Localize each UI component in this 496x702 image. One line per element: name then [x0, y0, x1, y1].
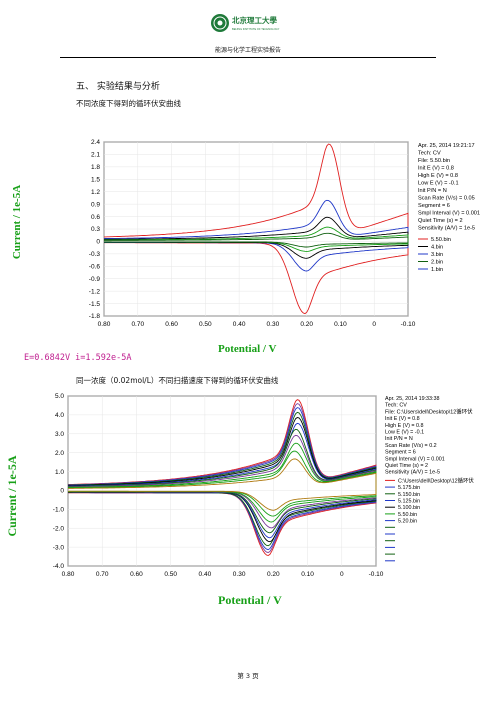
x-tick-label: 0.10 — [334, 321, 347, 328]
y-tick-label: 1.8 — [91, 164, 100, 171]
experiment-parameter: Low E (V) = -0.1 — [418, 181, 459, 187]
experiment-parameter: Tech: CV — [385, 403, 407, 409]
x-tick-label: -0.10 — [401, 321, 416, 328]
experiment-parameter: Smpl Interval (V) = 0.001 — [385, 456, 445, 462]
figure1-caption: 不同浓度下得到的循环伏安曲线 — [76, 99, 181, 108]
y-tick-label: 1.0 — [55, 469, 64, 476]
experiment-parameter: Init E (V) = 0.8 — [385, 416, 420, 422]
university-name: 北京理工大學 — [232, 15, 277, 25]
x-tick-label: 0.60 — [130, 571, 143, 578]
y-tick-label: -1.5 — [89, 301, 101, 308]
x-tick-label: 0.50 — [164, 571, 177, 578]
section-title: 五、 实验结果与分析 — [76, 82, 160, 92]
experiment-parameter: Segment = 6 — [385, 450, 416, 456]
legend-entry: 5.20.bin — [398, 519, 417, 525]
y-tick-label: 2.1 — [91, 152, 100, 159]
y-tick-label: -0.3 — [89, 251, 101, 258]
legend-entry: 4.bin — [431, 245, 443, 251]
chart1-ylabel: Current / 1e-5A — [11, 185, 23, 259]
x-tick-label: 0.80 — [62, 571, 75, 578]
x-tick-label: 0.40 — [199, 571, 212, 578]
y-tick-label: -0.9 — [89, 276, 101, 283]
experiment-parameter: High E (V) = 0.8 — [418, 173, 458, 179]
y-tick-label: 0.6 — [91, 214, 100, 221]
x-tick-label: 0.70 — [96, 571, 109, 578]
experiment-parameter: Scan Rate (V/s) = 0.05 — [418, 196, 475, 202]
y-tick-label: -3.0 — [53, 544, 65, 551]
legend-entry: 2.bin — [431, 260, 443, 266]
x-tick-label: 0.50 — [199, 321, 212, 328]
experiment-parameter: File: C:\Users\dell\Desktop\12循环伏 — [385, 407, 473, 415]
experiment-parameter: High E (V) = 0.8 — [385, 423, 424, 429]
cv-series-line — [68, 458, 377, 511]
x-tick-label: 0.40 — [233, 321, 246, 328]
legend-entry: 5.50.bin — [398, 512, 417, 518]
x-tick-label: 0.30 — [267, 321, 280, 328]
experiment-parameter: Init E (V) = 0.8 — [418, 166, 454, 172]
experiment-parameter: Quiet Time (s) = 2 — [385, 463, 428, 469]
chart2-ylabel: Current / 1e-5A — [5, 455, 19, 536]
cv-chart-concentration: 0.80 0.70 0.60 0.50 0.40 0.30 0.20 0.10 0 -0.102.… — [0, 126, 496, 362]
experiment-parameter: Apr. 25, 2014 19:33:38 — [385, 396, 440, 402]
x-tick-label: 0.70 — [131, 321, 144, 328]
y-tick-label: 0 — [60, 488, 64, 495]
cv-series-line — [104, 232, 409, 248]
legend-entry: 1.bin — [431, 267, 443, 273]
x-tick-label: 0.60 — [165, 321, 178, 328]
y-tick-label: 2.4 — [91, 139, 100, 146]
experiment-parameter: Tech: CV — [418, 151, 441, 157]
y-tick-label: 4.0 — [55, 412, 64, 419]
experiment-parameter: File: 5.50.bin — [418, 158, 450, 164]
experiment-parameter: Low E (V) = -0.1 — [385, 430, 424, 436]
chart1-xlabel: Potential / V — [218, 343, 277, 355]
y-tick-label: 5.0 — [55, 393, 64, 400]
x-tick-label: 0 — [340, 571, 344, 578]
y-tick-label: -1.8 — [89, 313, 101, 320]
y-tick-label: 3.0 — [55, 431, 64, 438]
legend-entry: C:\Users\dell\Desktop\12循环伏 — [398, 476, 474, 484]
x-tick-label: 0.80 — [98, 321, 111, 328]
y-tick-label: -1.0 — [53, 507, 65, 514]
experiment-parameter: Init P/N = N — [418, 188, 447, 194]
cv-chart-scan-rate: 0.80 0.70 0.60 0.50 0.40 0.30 0.20 0.10 0 -0.10 5.… — [0, 388, 496, 610]
experiment-parameter: Quiet Time (s) = 2 — [418, 218, 463, 224]
y-tick-label: -1.2 — [89, 288, 101, 295]
university-subtitle: BEIJING INSTITUTE OF TECHNOLOGY — [232, 27, 280, 31]
legend-entry: 3.bin — [431, 252, 443, 258]
experiment-parameter: Sensitivity (A/V) = 1e-5 — [418, 226, 475, 232]
legend-entry: 5.125.bin — [398, 499, 420, 505]
chart1-cursor-readout: E=0.6842V i=1.592e-5A — [24, 353, 131, 362]
y-tick-label: -2.0 — [53, 525, 65, 532]
experiment-parameter: Init P/N = N — [385, 436, 413, 442]
legend-entry: 5.175.bin — [398, 485, 420, 491]
x-tick-label: 0.20 — [267, 571, 280, 578]
page-number: 第 3 页 — [237, 672, 259, 680]
y-tick-label: -0.6 — [89, 263, 101, 270]
experiment-parameter: Scan Rate (V/s) = 0.2 — [385, 443, 437, 449]
y-tick-label: 0.9 — [91, 201, 100, 208]
experiment-parameter: Apr. 25, 2014 19:21:17 — [418, 143, 475, 149]
y-tick-label: -4.0 — [53, 563, 65, 570]
y-tick-label: 0.3 — [91, 226, 100, 233]
x-tick-label: 0 — [372, 321, 376, 328]
x-tick-label: 0.30 — [233, 571, 246, 578]
legend-entry: 5.150.bin — [398, 492, 420, 498]
experiment-parameter: Segment = 6 — [418, 203, 450, 209]
y-tick-label: 0 — [96, 239, 100, 246]
x-tick-label: 0.10 — [301, 571, 314, 578]
header-divider — [60, 57, 436, 58]
y-tick-label: 2.0 — [55, 450, 64, 457]
legend-entry: 5.100.bin — [398, 505, 420, 511]
university-logo: 北京理工大學 BEIJING INSTITUTE OF TECHNOLOGY — [210, 12, 296, 34]
x-tick-label: 0.20 — [300, 321, 313, 328]
chart2-xlabel: Potential / V — [218, 593, 282, 607]
experiment-parameter: Smpl Interval (V) = 0.001 — [418, 211, 480, 217]
x-tick-label: -0.10 — [369, 571, 384, 578]
y-tick-label: 1.5 — [91, 176, 100, 183]
figure2-caption: 同一浓度（0.02mol/L）不同扫描速度下得到的循环伏安曲线 — [76, 376, 279, 385]
legend-entry: 5.50.bin — [431, 237, 451, 243]
report-header-title: 能源与化学工程实验报告 — [214, 47, 281, 54]
y-tick-label: 1.2 — [91, 189, 100, 196]
experiment-parameter: Sensitivity (A/V) = 1e-5 — [385, 470, 440, 476]
